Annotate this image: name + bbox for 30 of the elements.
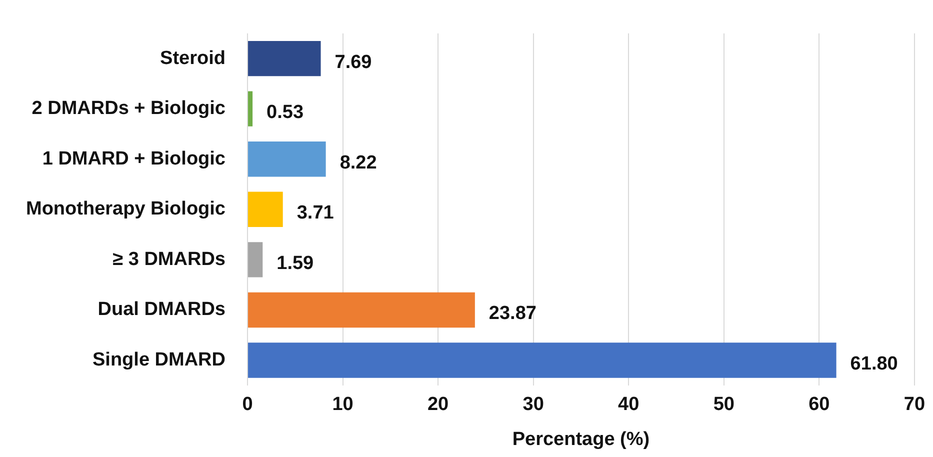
y-tick-label: Monotherapy Biologic xyxy=(26,198,226,220)
x-tick-label: 50 xyxy=(713,394,734,416)
y-tick-label: ≥ 3 DMARDs xyxy=(112,248,226,270)
x-tick-label: 60 xyxy=(808,394,830,416)
bar xyxy=(248,342,836,378)
y-tick-label: Steroid xyxy=(160,48,226,69)
bar xyxy=(248,242,263,278)
bar xyxy=(248,40,321,76)
data-label: 8.22 xyxy=(340,152,377,174)
x-tick-label: 20 xyxy=(427,394,449,416)
bar xyxy=(248,192,283,227)
y-tick-label: Dual DMARDs xyxy=(98,299,226,320)
x-tick-label: 10 xyxy=(332,394,354,416)
x-tick-label: 0 xyxy=(242,394,253,416)
x-tick-label: 40 xyxy=(618,394,640,416)
data-label: 23.87 xyxy=(488,303,536,324)
x-tick-label: 30 xyxy=(522,394,544,416)
bar xyxy=(248,91,253,126)
data-label: 61.80 xyxy=(850,353,898,374)
bar xyxy=(248,142,326,177)
data-label: 3.71 xyxy=(296,202,334,224)
data-label: 1.59 xyxy=(276,252,314,274)
x-tick-label: 70 xyxy=(904,394,926,416)
bar xyxy=(248,292,475,328)
y-tick-label: 1 DMARD + Biologic xyxy=(42,148,226,170)
data-label: 7.69 xyxy=(334,52,372,73)
y-tick-label: 2 DMARDs + Biologic xyxy=(32,98,226,120)
x-axis-title: Percentage (%) xyxy=(512,428,650,450)
y-tick-label: Single DMARD xyxy=(92,349,226,370)
data-label: 0.53 xyxy=(266,102,304,124)
